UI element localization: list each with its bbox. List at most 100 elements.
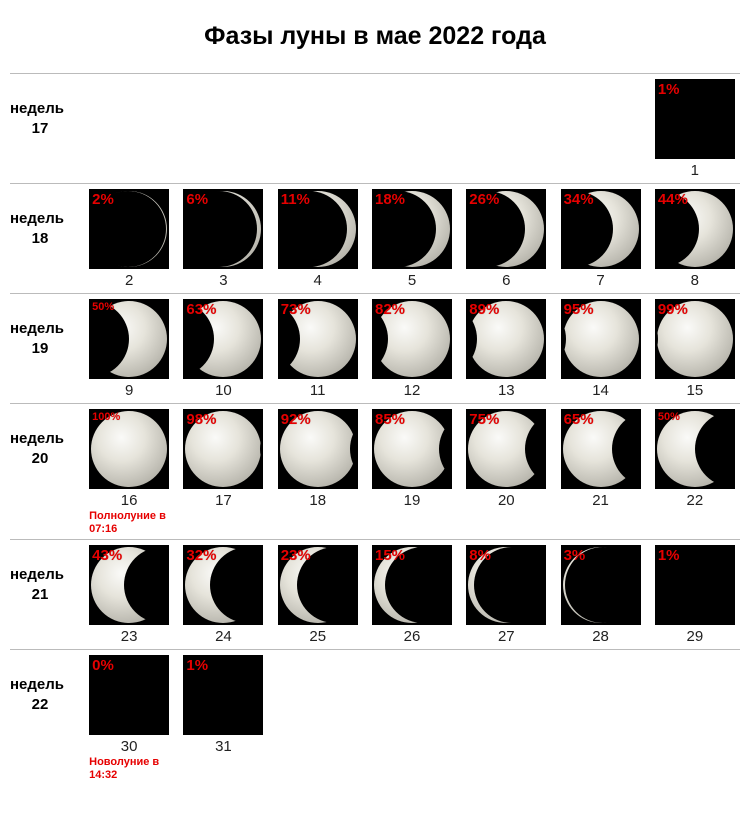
week-label: недель19 xyxy=(10,299,80,358)
week-number: 22 xyxy=(10,695,70,715)
day-number: 7 xyxy=(596,272,604,289)
day-cell: 23% 25 xyxy=(273,545,363,645)
moon-icon: 73% xyxy=(278,299,358,379)
moon-shadow xyxy=(350,411,358,487)
week-row: недель2143%2332%2423%2515%268%273%281%29 xyxy=(10,539,740,649)
day-number: 29 xyxy=(687,628,704,645)
day-cell: 50%9 xyxy=(84,299,174,399)
moon-icon: 89% xyxy=(466,299,546,379)
week-number: 20 xyxy=(10,449,70,469)
day-cell: 32% 24 xyxy=(178,545,268,645)
illumination-percent: 23% xyxy=(281,547,311,564)
day-number: 14 xyxy=(592,382,609,399)
illumination-percent: 3% xyxy=(564,547,586,564)
day-cell: 1% 29 xyxy=(650,545,740,645)
day-number: 21 xyxy=(592,492,609,509)
week-label: недель 22 xyxy=(10,655,80,714)
moon-icon: 23% xyxy=(278,545,358,625)
day-cell: 98%17 xyxy=(178,409,268,509)
illumination-percent: 32% xyxy=(186,547,216,564)
week-number: 21 xyxy=(10,585,70,605)
illumination-percent: 2% xyxy=(92,191,114,208)
moon-icon: 8% xyxy=(466,545,546,625)
day-number: 24 xyxy=(215,628,232,645)
day-cell: 0% 30Новолуние в 14:32 xyxy=(84,655,174,781)
illumination-percent: 8% xyxy=(469,547,491,564)
day-cell: 1%1 xyxy=(650,79,740,179)
illumination-percent: 0% xyxy=(92,657,114,674)
day-cell: 50% 22 xyxy=(650,409,740,509)
moon-icon: 43% xyxy=(89,545,169,625)
day-number: 10 xyxy=(215,382,232,399)
week-label-text: недель xyxy=(10,210,64,227)
moon-icon: 82% xyxy=(372,299,452,379)
day-cell: 1%31 xyxy=(178,655,268,755)
day-cell: 3%28 xyxy=(555,545,645,645)
week-row: недель220%30Новолуние в 14:321%31 xyxy=(10,649,740,785)
day-cell: 92%18 xyxy=(273,409,363,509)
illumination-percent: 75% xyxy=(469,411,499,428)
day-cell: 99% 15 xyxy=(650,299,740,399)
illumination-percent: 89% xyxy=(469,301,499,318)
day-number: 25 xyxy=(309,628,326,645)
moon-icon: 18% xyxy=(372,189,452,269)
day-number: 27 xyxy=(498,628,515,645)
day-cell: 8% 27 xyxy=(461,545,551,645)
moon-icon: 50% xyxy=(655,409,735,489)
day-cell: 82%12 xyxy=(367,299,457,399)
illumination-percent: 85% xyxy=(375,411,405,428)
day-number: 1 xyxy=(691,162,699,179)
illumination-percent: 99% xyxy=(658,301,688,318)
moon-shadow xyxy=(167,411,169,487)
day-cell: 44%8 xyxy=(650,189,740,289)
illumination-percent: 50% xyxy=(658,411,680,423)
day-number: 30 xyxy=(121,738,138,755)
phase-note: Полнолуние в 07:16 xyxy=(89,510,169,535)
moon-icon: 1% xyxy=(183,655,263,735)
moon-icon: 63% xyxy=(183,299,263,379)
day-cell: 95% 14 xyxy=(555,299,645,399)
moon-icon: 34% xyxy=(561,189,641,269)
week-row: недель1950%963%1073%1182%1289%1395%1499%… xyxy=(10,293,740,403)
week-label: недель21 xyxy=(10,545,80,604)
week-label-text: недель xyxy=(10,676,64,693)
week-label-text: недель xyxy=(10,430,64,447)
moon-shadow xyxy=(260,411,264,487)
moon-icon: 65% xyxy=(561,409,641,489)
moon-icon: 99% xyxy=(655,299,735,379)
moon-icon: 1% xyxy=(655,79,735,159)
day-number: 8 xyxy=(691,272,699,289)
day-cell: 89% 13 xyxy=(461,299,551,399)
illumination-percent: 1% xyxy=(658,547,680,564)
day-number: 3 xyxy=(219,272,227,289)
day-number: 20 xyxy=(498,492,515,509)
week-number: 19 xyxy=(10,339,70,359)
day-number: 31 xyxy=(215,738,232,755)
day-cell: 85% 19 xyxy=(367,409,457,509)
day-cell: 63%10 xyxy=(178,299,268,399)
week-label-text: недель xyxy=(10,100,64,117)
day-cell: 15%26 xyxy=(367,545,457,645)
day-number: 2 xyxy=(125,272,133,289)
day-cell: 2% 2 xyxy=(84,189,174,289)
moon-icon: 15% xyxy=(372,545,452,625)
day-cell: 100%16Полнолуние в 07:16 xyxy=(84,409,174,535)
page-title: Фазы луны в мае 2022 года xyxy=(10,10,740,73)
day-cell: 73%11 xyxy=(273,299,363,399)
illumination-percent: 18% xyxy=(375,191,405,208)
week-label: недель 17 xyxy=(10,79,80,138)
day-number: 4 xyxy=(314,272,322,289)
illumination-percent: 95% xyxy=(564,301,594,318)
day-cell: 34%7 xyxy=(555,189,645,289)
day-number: 15 xyxy=(687,382,704,399)
week-number: 18 xyxy=(10,229,70,249)
moon-icon: 3% xyxy=(561,545,641,625)
week-number: 17 xyxy=(10,119,70,139)
illumination-percent: 73% xyxy=(281,301,311,318)
moon-icon: 85% xyxy=(372,409,452,489)
day-number: 19 xyxy=(404,492,421,509)
day-number: 13 xyxy=(498,382,515,399)
day-number: 22 xyxy=(687,492,704,509)
moon-icon: 32% xyxy=(183,545,263,625)
phase-note: Новолуние в 14:32 xyxy=(89,756,169,781)
